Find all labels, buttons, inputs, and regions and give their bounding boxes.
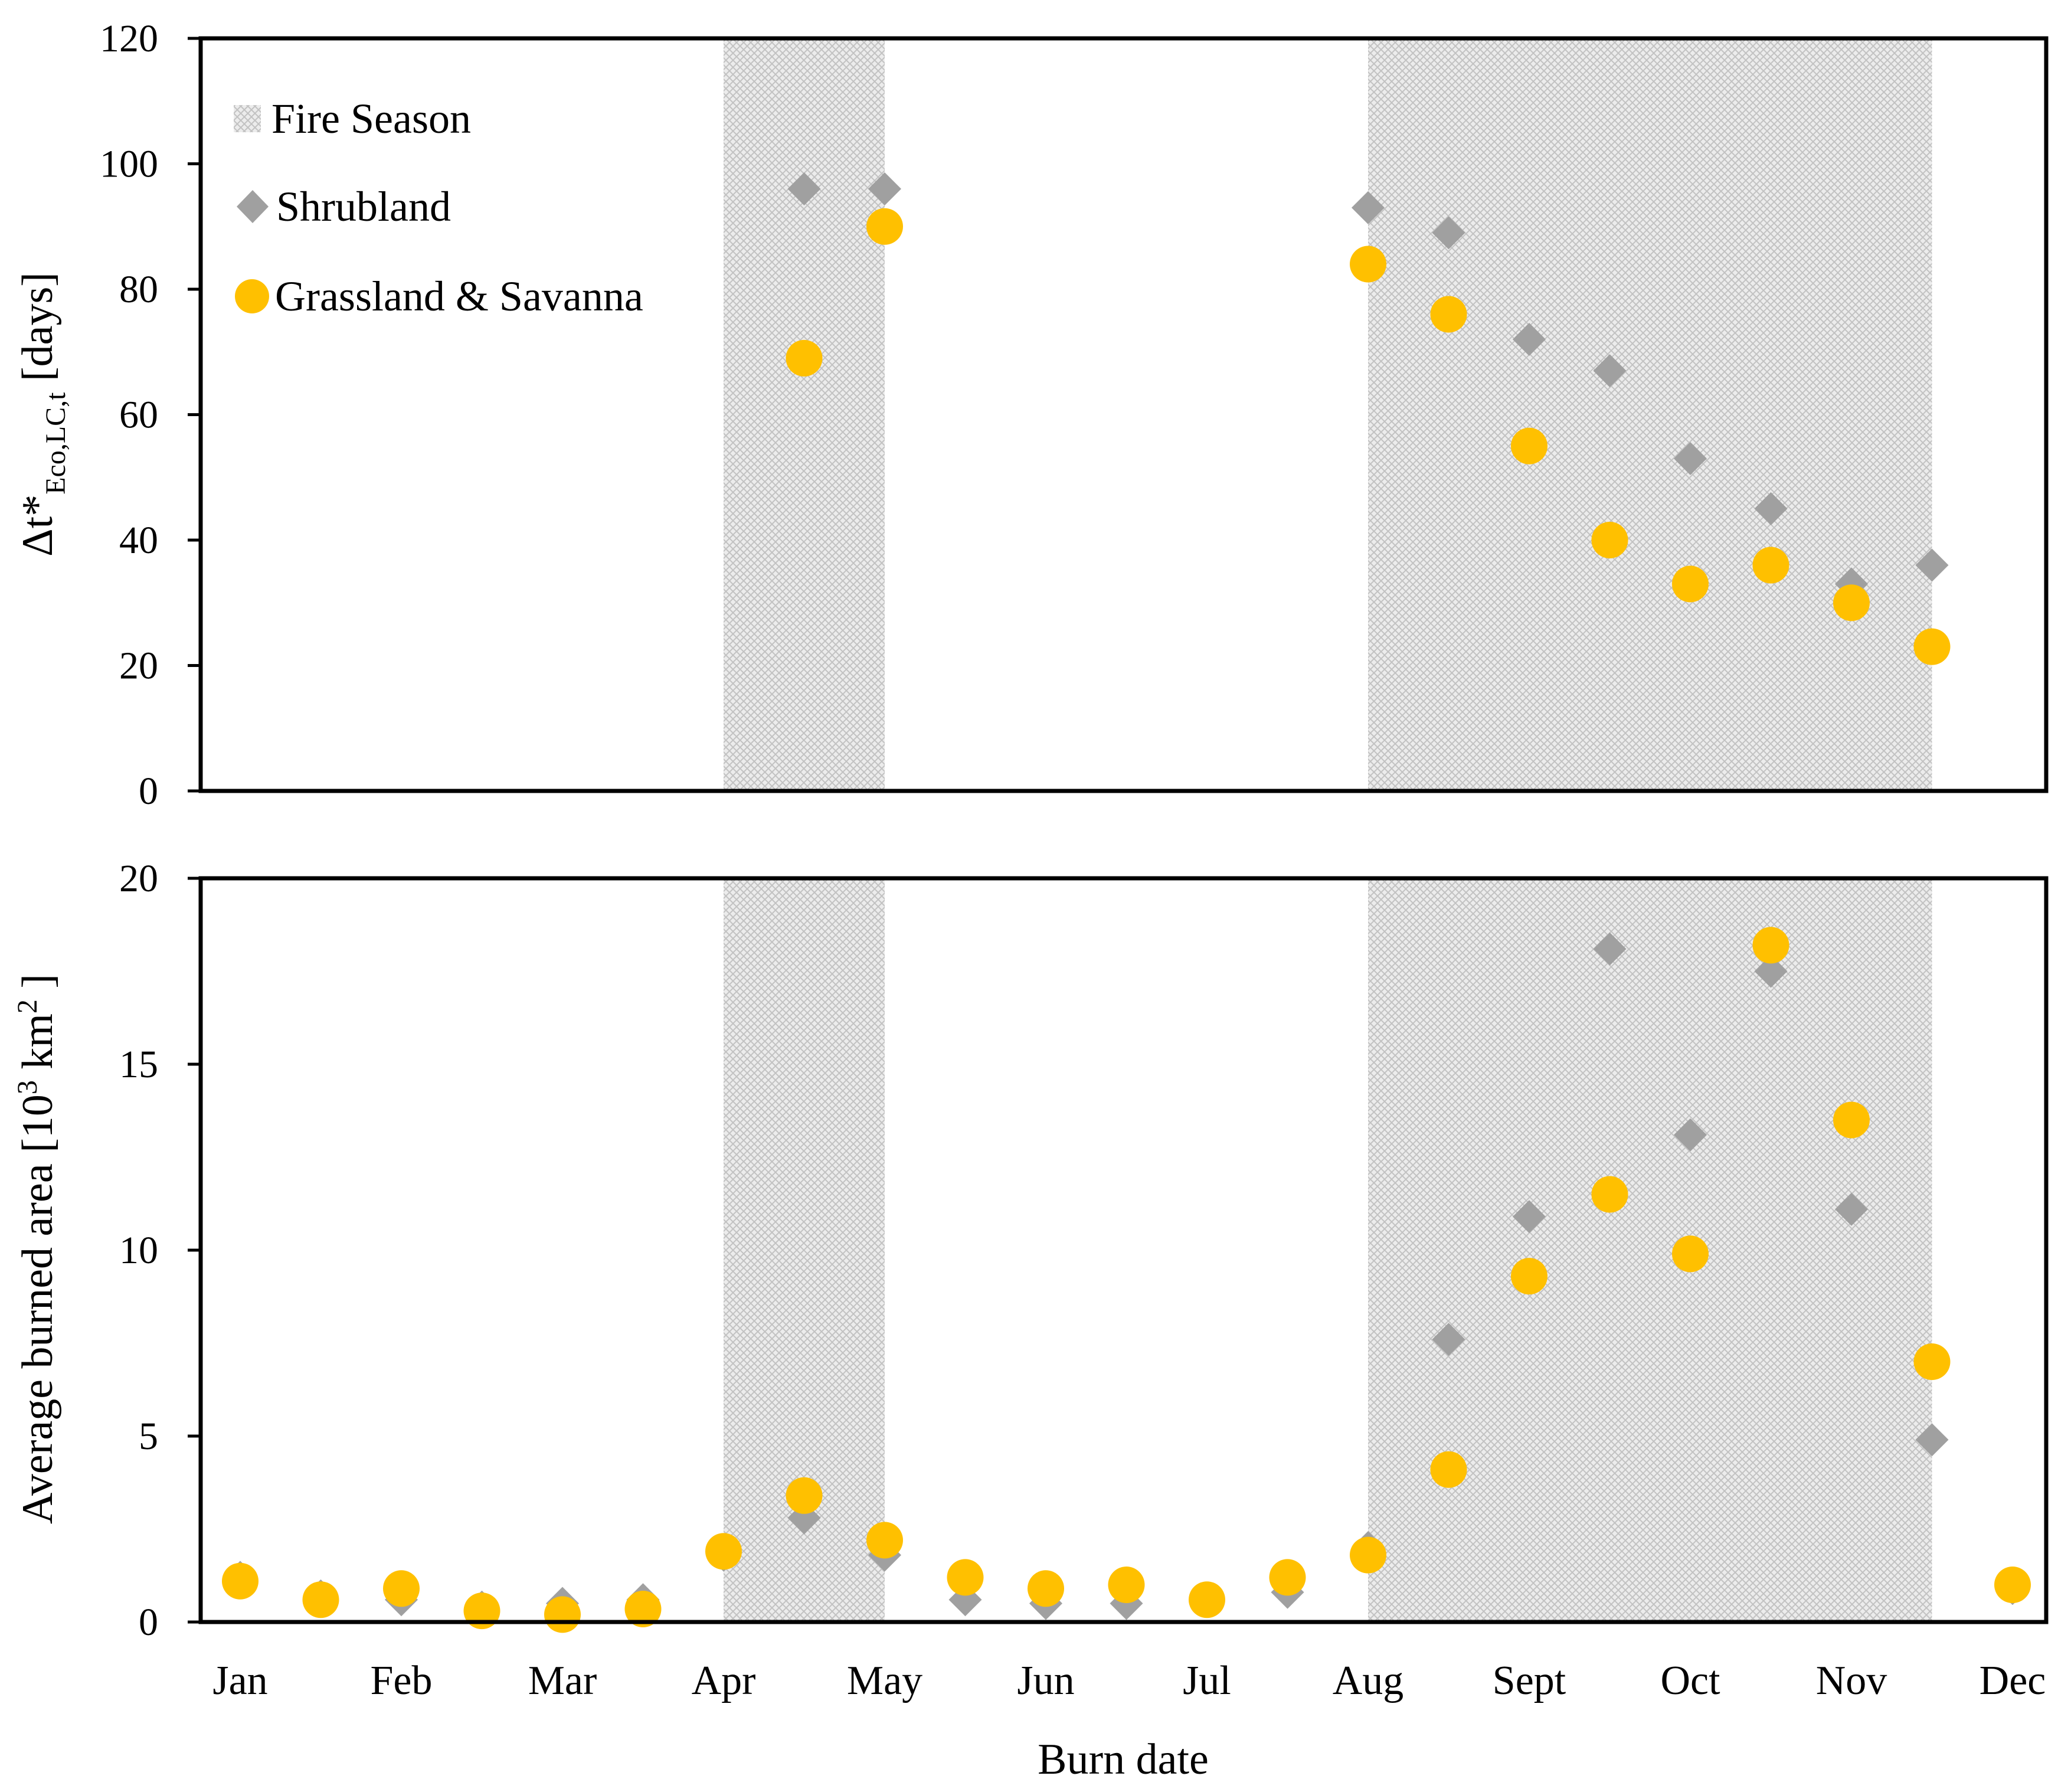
legend-grassland-label: Grassland & Savanna xyxy=(275,273,643,320)
x-month-label-jun: Jun xyxy=(1017,1658,1074,1703)
x-month-label-dec: Dec xyxy=(1980,1658,2046,1703)
bottom-y-tick-label-4: 20 xyxy=(119,857,158,900)
bottom-grassland-savanna-point xyxy=(544,1596,581,1633)
x-month-label-oct: Oct xyxy=(1660,1658,1720,1703)
x-month-label-jan: Jan xyxy=(212,1658,267,1703)
bottom-grassland-savanna-point xyxy=(1511,1258,1547,1295)
top-y-tick-label-0: 0 xyxy=(139,770,158,813)
top-y-ticks: 0 20 40 60 80 100 120 xyxy=(100,17,201,813)
x-month-label-sept: Sept xyxy=(1493,1658,1566,1703)
top-fire-season-band-1 xyxy=(1368,38,1932,791)
legend-shrubland-marker xyxy=(237,190,269,223)
top-y-tick-label-5: 100 xyxy=(100,143,158,186)
bottom-fire-season-band-1 xyxy=(1368,878,1932,1622)
bottom-shrubland-point xyxy=(1915,1423,1949,1457)
bottom-grassland-savanna-point xyxy=(1591,1176,1628,1213)
bottom-shrubland-point xyxy=(1593,932,1627,966)
bottom-grassland-savanna-point xyxy=(1430,1451,1467,1488)
top-shrubland-point xyxy=(1674,442,1707,475)
x-month-label-feb: Feb xyxy=(371,1658,433,1703)
top-grassland-savanna-point xyxy=(1672,565,1709,603)
bottom-grassland-savanna-point xyxy=(947,1559,984,1596)
legend-shrubland-label: Shrubland xyxy=(276,183,451,230)
x-month-label-jul: Jul xyxy=(1183,1658,1231,1703)
top-legend: Fire Season Shrubland Grassland & Savann… xyxy=(234,95,643,320)
top-grassland-savanna-point xyxy=(1591,522,1628,558)
top-grassland-savanna-point xyxy=(786,339,823,377)
bottom-grassland-savanna-point xyxy=(705,1533,742,1570)
bottom-fire-season-bands xyxy=(724,878,1932,1622)
bottom-y-ticks: 0 5 10 15 20 xyxy=(119,857,201,1644)
bottom-y-tick-label-0: 0 xyxy=(139,1601,158,1644)
bottom-grassland-savanna-point xyxy=(866,1522,903,1559)
top-y-tick-label-3: 60 xyxy=(119,394,158,437)
top-grassland-savanna-point xyxy=(1511,427,1547,465)
top-shrubland-point xyxy=(1915,548,1949,582)
bottom-grassland-savanna-point xyxy=(624,1590,662,1627)
bottom-grassland-savanna-point xyxy=(1028,1570,1064,1607)
bottom-grassland-savanna-point xyxy=(1108,1567,1145,1603)
top-data-points xyxy=(786,172,1951,665)
legend-fire-season-swatch xyxy=(234,105,261,132)
bottom-grassland-savanna-point xyxy=(1913,1343,1951,1380)
bottom-y-tick-label-3: 15 xyxy=(119,1043,158,1086)
x-month-labels: Jan Feb Mar Apr May Jun Jul Aug Sept Oct Nov Dec xyxy=(212,1658,2046,1703)
top-shrubland-point xyxy=(1432,216,1465,250)
bottom-grassland-savanna-point xyxy=(1752,927,1789,964)
top-y-tick-label-4: 80 xyxy=(119,268,158,311)
bottom-plot-frame xyxy=(198,876,2049,1624)
top-grassland-savanna-point xyxy=(1350,246,1386,283)
bottom-grassland-savanna-point xyxy=(1269,1559,1306,1596)
bottom-shrubland-point xyxy=(1835,1192,1868,1226)
bottom-grassland-savanna-point xyxy=(1833,1101,1870,1139)
legend-grassland-marker xyxy=(235,279,269,313)
bottom-panel: 0 5 10 15 20 Jan Feb Mar Apr May Jun Jul Aug Sept Oct… xyxy=(12,857,2049,1784)
bottom-shrubland-point xyxy=(1432,1323,1465,1356)
x-month-label-aug: Aug xyxy=(1333,1658,1404,1703)
bottom-grassland-savanna-point xyxy=(302,1581,339,1618)
top-grassland-savanna-point xyxy=(1752,547,1789,584)
x-axis-title: Burn date xyxy=(1038,1735,1209,1784)
bottom-shrubland-point xyxy=(1513,1200,1546,1234)
top-grassland-savanna-point xyxy=(1833,584,1870,622)
top-shrubland-point xyxy=(1352,191,1385,224)
bottom-data-points xyxy=(222,927,2031,1633)
top-panel: 0 20 40 60 80 100 120 Fire Season Shrubland Gr… xyxy=(14,17,2049,813)
top-y-tick-label-6: 120 xyxy=(100,17,158,60)
x-month-label-may: May xyxy=(847,1658,922,1703)
top-shrubland-point xyxy=(1754,492,1788,525)
top-y-tick-label-2: 40 xyxy=(119,519,158,562)
bottom-y-tick-label-1: 5 xyxy=(139,1415,158,1458)
top-plot-frame xyxy=(198,36,2049,793)
bottom-y-tick-label-2: 10 xyxy=(119,1229,158,1272)
top-fire-season-band-0 xyxy=(724,38,885,791)
bottom-shrubland-point xyxy=(1754,954,1788,988)
top-grassland-savanna-point xyxy=(1430,296,1467,333)
bottom-grassland-savanna-point xyxy=(1672,1235,1709,1273)
x-month-label-nov: Nov xyxy=(1816,1658,1887,1703)
bottom-grassland-savanna-point xyxy=(1350,1536,1386,1574)
bottom-shrubland-point xyxy=(1674,1118,1707,1152)
bottom-grassland-savanna-point xyxy=(1189,1581,1225,1618)
x-month-label-mar: Mar xyxy=(528,1658,597,1703)
top-fire-season-bands xyxy=(724,38,1932,791)
legend-fire-season-label: Fire Season xyxy=(271,95,471,142)
top-y-tick-label-1: 20 xyxy=(119,645,158,688)
top-shrubland-point xyxy=(787,172,821,205)
top-grassland-savanna-point xyxy=(866,208,903,245)
x-month-label-apr: Apr xyxy=(692,1658,756,1703)
top-y-axis-title: Δt*Eco,LC,t [days] xyxy=(14,272,71,557)
bottom-grassland-savanna-point xyxy=(222,1562,259,1600)
bottom-grassland-savanna-point xyxy=(383,1570,420,1607)
top-grassland-savanna-point xyxy=(1913,628,1951,665)
top-shrubland-point xyxy=(1513,323,1546,356)
top-shrubland-point xyxy=(1593,354,1627,388)
bottom-grassland-savanna-point xyxy=(1994,1567,2031,1603)
bottom-grassland-savanna-point xyxy=(786,1477,823,1514)
bottom-y-axis-title: Average burned area [103 km2 ] xyxy=(12,974,62,1524)
top-shrubland-point xyxy=(868,172,901,205)
